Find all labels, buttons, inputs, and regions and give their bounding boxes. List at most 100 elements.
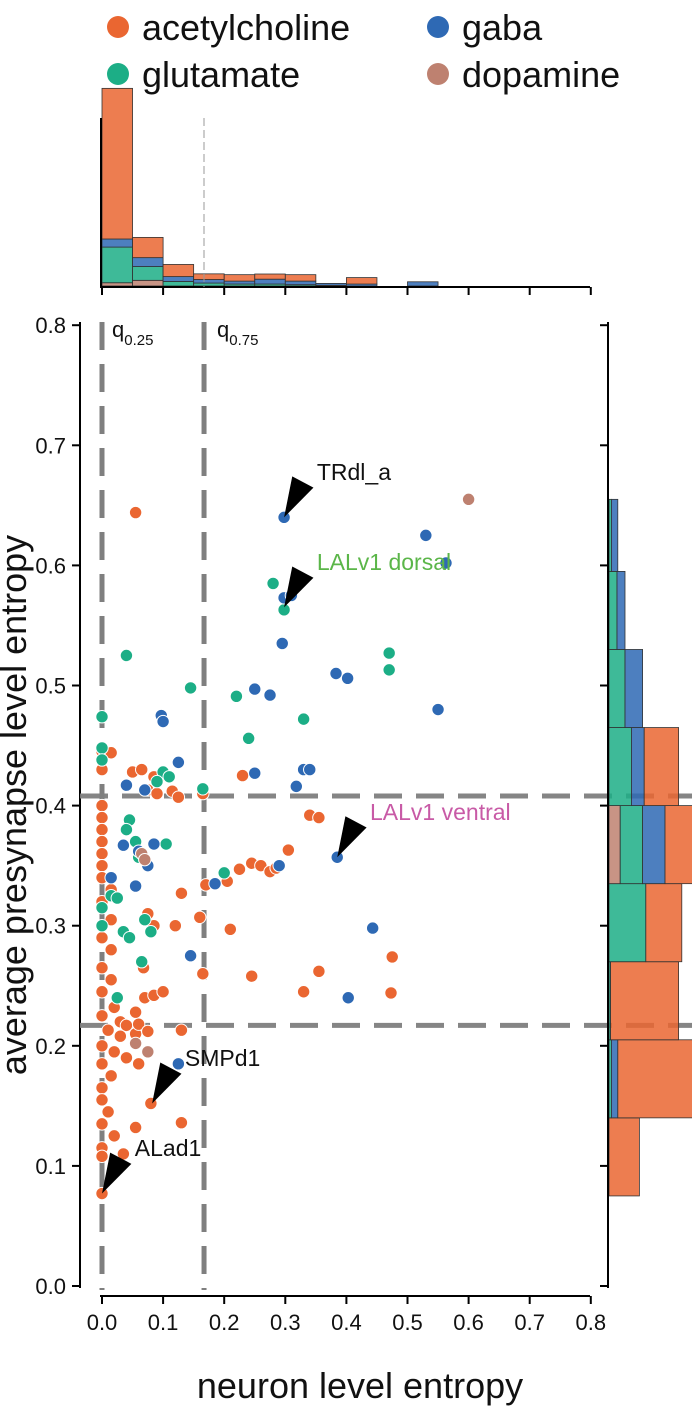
point-acetylcholine: [193, 910, 207, 924]
point-glutamate: [144, 925, 158, 939]
point-acetylcholine: [101, 1023, 115, 1037]
point-acetylcholine: [95, 810, 109, 825]
point-gaba: [303, 762, 317, 777]
right-hist-bar-glutamate: [608, 649, 626, 728]
point-acetylcholine: [95, 1057, 109, 1071]
point-gaba: [183, 949, 198, 963]
point-acetylcholine: [95, 1009, 109, 1023]
top-hist-bar-acetylcholine: [345, 277, 378, 285]
top-hist-bar-acetylcholine: [254, 273, 286, 280]
point-glutamate: [382, 646, 396, 660]
annotation-label: LALv1 ventral: [370, 799, 511, 825]
right-hist-bar-acetylcholine: [617, 1039, 692, 1119]
legend-label-glutamate: glutamate: [142, 54, 300, 95]
point-glutamate: [95, 919, 109, 933]
point-acetylcholine: [174, 1115, 189, 1130]
top-hist-bar-dopamine: [101, 282, 133, 287]
top-hist-bar-acetylcholine: [162, 264, 195, 278]
marginal-histogram-y: [608, 498, 692, 1197]
right-hist-bar-gaba: [611, 1039, 619, 1119]
point-acetylcholine: [95, 1093, 109, 1107]
point-acetylcholine: [95, 1039, 109, 1053]
point-glutamate: [95, 710, 109, 724]
top-hist-bar-acetylcholine: [132, 236, 164, 259]
top-hist-bar-dopamine: [132, 279, 164, 287]
point-acetylcholine: [232, 862, 247, 876]
point-dopamine: [141, 1045, 155, 1059]
point-acetylcholine: [174, 886, 189, 900]
top-hist-bar-gaba: [101, 238, 133, 248]
x-tick-label: 0.6: [453, 1310, 484, 1335]
top-hist-bar-gaba: [407, 281, 439, 287]
point-acetylcholine: [95, 858, 109, 873]
top-hist-bar-gaba: [254, 278, 286, 285]
point-gaba: [272, 858, 286, 873]
point-acetylcholine: [312, 964, 326, 979]
legend-label-dopamine: dopamine: [462, 54, 620, 95]
point-gaba: [365, 921, 380, 935]
point-acetylcholine: [385, 950, 399, 964]
point-acetylcholine: [150, 786, 164, 801]
point-glutamate: [135, 955, 149, 969]
point-glutamate: [150, 774, 164, 789]
y-tick-label: 0.5: [35, 674, 66, 699]
y-tick-label: 0.8: [35, 313, 66, 338]
x-axis-ticks: 0.0 0.1 0.2 0.3 0.4 0.5 0.6 0.7 0.8: [87, 1296, 606, 1335]
y-tick-label: 0.7: [35, 433, 66, 458]
point-gaba: [419, 528, 433, 543]
top-hist-ticks: [101, 287, 592, 295]
right-hist-bar-acetylcholine: [608, 1117, 640, 1197]
point-glutamate: [277, 603, 291, 617]
point-acetylcholine: [141, 1024, 155, 1039]
point-glutamate: [138, 912, 152, 927]
point-acetylcholine: [95, 1149, 109, 1163]
point-gaba: [104, 870, 118, 885]
point-glutamate: [266, 576, 280, 591]
point-glutamate: [162, 770, 176, 784]
top-hist-bar-gaba: [132, 257, 164, 267]
scatter-points: [95, 492, 476, 1201]
point-glutamate: [241, 731, 256, 746]
point-acetylcholine: [128, 1120, 143, 1135]
point-gaba: [439, 556, 453, 570]
annotation-label: TRdl_a: [317, 459, 391, 485]
right-hist-bar-acetylcholine: [645, 883, 683, 963]
point-gaba: [119, 778, 134, 792]
y-tick-label: 0.1: [35, 1154, 66, 1179]
point-gaba: [138, 783, 152, 797]
right-hist-bar-gaba: [611, 498, 619, 572]
point-gaba: [171, 1057, 186, 1071]
x-tick-label: 0.7: [514, 1310, 545, 1335]
point-acetylcholine: [95, 846, 109, 861]
annotation-label: LALv1 dorsal: [317, 549, 451, 575]
top-hist-bar-acetylcholine: [223, 274, 256, 282]
point-acetylcholine: [107, 1045, 121, 1059]
annotation-arrow: [337, 816, 367, 858]
point-acetylcholine: [223, 922, 238, 937]
right-hist-bar-dopamine: [608, 805, 621, 885]
annotation-arrow: [102, 1152, 132, 1194]
point-gaba: [171, 755, 186, 770]
right-hist-bar-glutamate: [608, 571, 618, 650]
top-hist-bar-glutamate: [132, 266, 164, 281]
right-hist-bar-gaba: [624, 649, 644, 728]
point-acetylcholine: [235, 768, 250, 783]
quantile-label-x-high: q0.75: [217, 317, 258, 349]
point-glutamate: [159, 837, 173, 851]
top-hist-bar-glutamate: [193, 282, 225, 287]
point-gaba: [156, 714, 170, 729]
right-hist-bar-acetylcholine: [610, 961, 679, 1041]
point-glutamate: [217, 866, 231, 880]
legend-label-gaba: gaba: [462, 7, 543, 48]
legend-marker-glutamate: [107, 63, 129, 85]
point-gaba: [340, 671, 355, 685]
point-gaba: [208, 876, 222, 891]
point-dopamine: [128, 1036, 143, 1051]
x-tick-label: 0.4: [331, 1310, 362, 1335]
point-acetylcholine: [135, 762, 149, 777]
y-tick-label: 0.4: [35, 794, 66, 819]
right-hist-bar-glutamate: [619, 805, 644, 885]
point-acetylcholine: [95, 961, 109, 975]
point-acetylcholine: [312, 810, 326, 825]
right-hist-bar-gaba: [631, 727, 645, 806]
